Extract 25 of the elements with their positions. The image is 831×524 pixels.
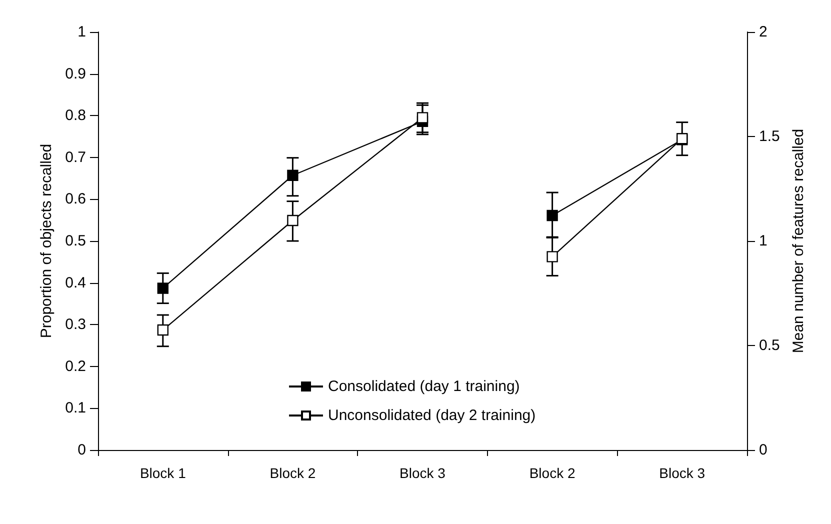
x-tick-label: Block 3 — [400, 465, 446, 481]
y2-tick-label: 0.5 — [759, 337, 780, 354]
y-tick-label: 0.6 — [65, 190, 86, 208]
y-tick-label: 0.5 — [65, 232, 86, 250]
legend-label: Unconsolidated (day 2 training) — [328, 407, 536, 424]
y-axis-title: Proportion of objects recalled — [38, 144, 56, 338]
y2-tick-label: 1.5 — [759, 128, 780, 145]
x-tick-label: Block 3 — [659, 465, 706, 481]
y2-axis-title: Mean number of features recalled — [790, 128, 807, 354]
y-tick-label: 0.9 — [65, 65, 86, 82]
x-tick-label: Block 2 — [529, 465, 576, 481]
y-tick-label: 0.2 — [65, 358, 86, 375]
y-tick-label: 0.3 — [65, 316, 86, 334]
y-tick-label: 0.4 — [65, 274, 86, 292]
legend-label: Consolidated (day 1 training) — [328, 378, 520, 395]
y-tick-label: 0 — [78, 442, 86, 458]
y-tick-label: 0.1 — [65, 400, 86, 417]
y-tick-label: 1 — [78, 24, 86, 40]
x-tick-label: Block 1 — [140, 465, 186, 481]
y-tick-label: 0.7 — [65, 148, 86, 166]
x-tick-label: Block 2 — [270, 465, 316, 481]
y2-tick-label: 1 — [759, 232, 768, 250]
y-tick-label: 0.8 — [65, 107, 86, 124]
y2-tick-label: 2 — [759, 24, 768, 40]
y2-tick-label: 0 — [759, 442, 768, 458]
